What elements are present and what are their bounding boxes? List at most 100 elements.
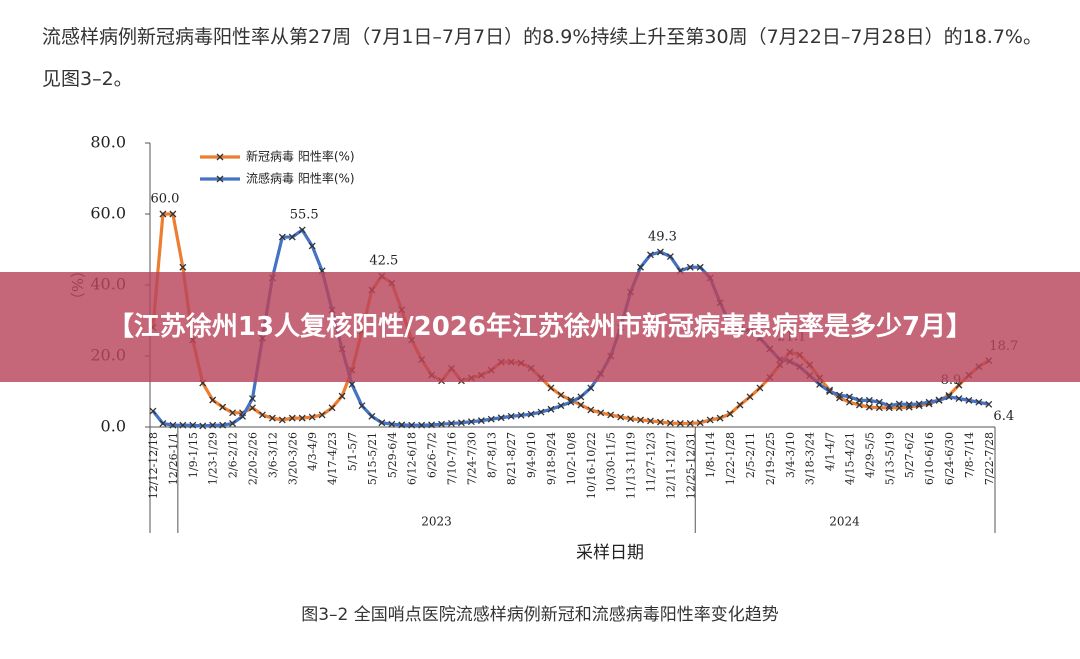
point-marker bbox=[706, 416, 714, 424]
data-label: 6.4 bbox=[993, 409, 1014, 424]
x-tick-label: 1/8-1/14 bbox=[704, 432, 717, 478]
point-marker bbox=[268, 414, 276, 422]
data-label: 49.3 bbox=[648, 229, 677, 244]
y-tick-label: 60.0 bbox=[90, 204, 126, 223]
point-marker bbox=[975, 398, 983, 406]
x-tick-label: 9/18-9/24 bbox=[545, 432, 558, 485]
point-marker bbox=[925, 398, 933, 406]
point-marker bbox=[249, 395, 256, 403]
point-marker bbox=[686, 263, 694, 271]
x-tick-label: 12/11-12/17 bbox=[664, 432, 677, 499]
x-tick-label: 11/13-11/19 bbox=[625, 432, 638, 499]
point-marker bbox=[666, 419, 674, 427]
point-marker bbox=[597, 409, 605, 417]
x-tick-label: 3/20-3/26 bbox=[286, 432, 299, 485]
x-tick-label: 5/13-5/19 bbox=[883, 432, 896, 485]
point-marker bbox=[905, 401, 913, 409]
data-label: 42.5 bbox=[369, 254, 398, 269]
point-marker bbox=[955, 381, 963, 389]
point-marker bbox=[408, 421, 416, 429]
point-marker bbox=[169, 210, 177, 218]
banner: 【江苏徐州13人复核阳性/2026年江苏徐州市新冠病毒患病率是多少7月】 bbox=[0, 272, 1080, 382]
point-marker bbox=[587, 406, 595, 414]
point-marker bbox=[398, 421, 406, 429]
point-marker bbox=[875, 404, 883, 412]
point-marker bbox=[587, 384, 595, 392]
caption: 图3–2 全国哨点医院流感样病例新冠和流感病毒阳性率变化趋势 bbox=[301, 605, 779, 625]
point-marker bbox=[249, 404, 256, 412]
point-marker bbox=[517, 411, 525, 419]
point-marker bbox=[428, 421, 436, 429]
group-label: 2023 bbox=[421, 515, 452, 529]
point-marker bbox=[617, 413, 625, 421]
point-marker bbox=[985, 400, 993, 408]
x-tick-label: 2/19-2/25 bbox=[764, 432, 777, 485]
point-marker bbox=[457, 419, 465, 427]
point-marker bbox=[298, 414, 306, 422]
point-marker bbox=[338, 392, 346, 400]
x-tick-label: 2/5-2/11 bbox=[744, 432, 757, 478]
point-marker bbox=[746, 393, 754, 401]
point-marker bbox=[865, 396, 873, 404]
x-tick-label: 5/29-6/4 bbox=[386, 432, 399, 478]
x-tick-label: 4/15-4/21 bbox=[843, 432, 856, 485]
point-marker bbox=[836, 391, 843, 399]
x-tick-label: 4/1-4/7 bbox=[824, 432, 837, 471]
x-tick-label: 10/30-11/5 bbox=[605, 432, 618, 492]
point-marker bbox=[358, 402, 366, 410]
point-marker bbox=[149, 407, 157, 415]
point-marker bbox=[169, 421, 177, 429]
point-marker bbox=[756, 384, 764, 392]
legend-marker bbox=[216, 175, 224, 183]
point-marker bbox=[229, 409, 237, 417]
point-marker bbox=[278, 416, 286, 424]
point-marker bbox=[438, 420, 445, 428]
point-marker bbox=[209, 396, 217, 404]
point-marker bbox=[189, 421, 197, 429]
point-marker bbox=[696, 419, 704, 427]
point-marker bbox=[875, 398, 883, 406]
point-marker bbox=[308, 242, 316, 250]
point-marker bbox=[219, 403, 227, 411]
point-marker bbox=[368, 412, 376, 420]
x-tick-label: 7/10-7/16 bbox=[445, 432, 458, 485]
point-marker bbox=[288, 414, 296, 422]
point-marker bbox=[846, 398, 853, 406]
point-marker bbox=[418, 421, 426, 429]
x-tick-label: 8/21-8/27 bbox=[505, 432, 518, 485]
point-marker bbox=[467, 418, 475, 426]
point-marker bbox=[239, 412, 246, 420]
x-tick-label: 10/2-10/8 bbox=[565, 432, 578, 485]
point-marker bbox=[736, 401, 744, 409]
x-tick-label: 1/23-1/29 bbox=[207, 432, 220, 485]
point-marker bbox=[826, 388, 834, 395]
x-tick-label: 5/27-6/2 bbox=[903, 432, 916, 478]
point-marker bbox=[159, 210, 167, 218]
point-marker bbox=[885, 402, 893, 410]
paragraph: 流感样病例新冠病毒阳性率从第27周（7月1日–7月7日）的8.9%持续上升至第3… bbox=[42, 26, 1042, 90]
point-marker bbox=[607, 411, 615, 419]
point-marker bbox=[537, 408, 545, 416]
point-marker bbox=[179, 263, 187, 271]
point-marker bbox=[726, 410, 734, 418]
y-tick-label: 80.0 bbox=[90, 133, 126, 152]
point-marker bbox=[816, 380, 824, 388]
point-marker bbox=[497, 414, 505, 422]
group-label: 2024 bbox=[829, 515, 860, 529]
point-marker bbox=[577, 401, 585, 409]
point-marker bbox=[965, 396, 973, 404]
x-tick-label: 1/9-1/15 bbox=[187, 432, 200, 478]
point-marker bbox=[159, 419, 167, 427]
point-marker bbox=[666, 253, 674, 261]
x-tick-label: 4/29-5/5 bbox=[863, 432, 876, 478]
point-marker bbox=[895, 400, 903, 408]
point-marker bbox=[557, 391, 565, 399]
point-marker bbox=[846, 393, 853, 401]
point-marker bbox=[179, 421, 187, 429]
point-marker bbox=[477, 417, 485, 425]
point-marker bbox=[388, 420, 396, 428]
x-tick-label: 4/17-4/23 bbox=[326, 432, 339, 485]
x-tick-label: 6/24-6/30 bbox=[943, 432, 956, 485]
